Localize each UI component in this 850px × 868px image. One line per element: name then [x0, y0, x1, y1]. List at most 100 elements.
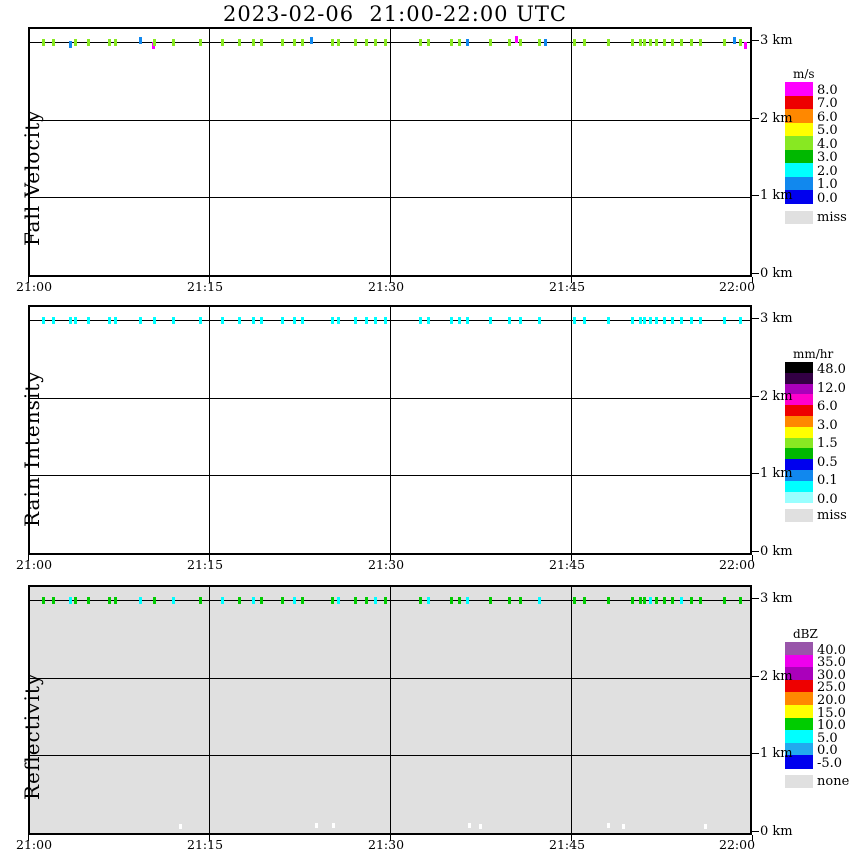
x-axis-tick-label: 21:00	[16, 837, 53, 852]
data-point	[489, 597, 492, 604]
data-point	[365, 317, 368, 324]
y-axis-tick-label: 3 km	[760, 311, 793, 326]
data-point	[331, 597, 334, 604]
data-point	[427, 39, 430, 46]
data-point-surface-clutter	[704, 824, 707, 829]
data-point	[199, 597, 202, 604]
y-tick-mark	[752, 753, 759, 754]
data-point	[310, 37, 313, 44]
data-point	[153, 39, 156, 46]
colorbar-band	[785, 136, 813, 151]
data-point	[519, 597, 522, 604]
data-point	[723, 39, 726, 46]
colorbar-tick-label: 40.0	[817, 643, 846, 658]
colorbar-missing-swatch	[785, 775, 813, 788]
data-point	[607, 317, 610, 324]
colorbar-band	[785, 692, 813, 706]
x-axis-tick-label: 21:15	[187, 837, 224, 852]
data-point	[639, 597, 642, 604]
data-point	[293, 317, 296, 324]
colorbar-band	[785, 405, 813, 417]
x-axis-tick-label: 22:00	[719, 279, 756, 294]
data-point	[538, 597, 541, 604]
panel-rain-intensity	[28, 305, 752, 555]
colorbar-tick-label: 48.0	[817, 362, 846, 377]
colorbar-missing-swatch	[785, 509, 813, 523]
x-tick-mark	[28, 277, 29, 283]
y-axis-tick-label: 1 km	[760, 746, 793, 761]
data-point	[680, 317, 683, 324]
colorbar-band	[785, 149, 813, 164]
gridline-vertical	[571, 29, 572, 275]
colorbar-band	[785, 705, 813, 719]
x-tick-mark	[390, 277, 391, 283]
colorbar-band	[785, 642, 813, 656]
data-point	[739, 317, 742, 324]
colorbar-band	[785, 755, 813, 769]
x-tick-mark	[571, 277, 572, 283]
data-point	[384, 597, 387, 604]
data-point	[489, 317, 492, 324]
colorbar-unit-label: mm/hr	[793, 347, 834, 361]
x-axis-tick-label: 22:00	[719, 557, 756, 572]
colorbar-missing-swatch	[785, 210, 813, 224]
colorbar-tick-label: 12.0	[817, 381, 846, 396]
data-point	[69, 597, 72, 604]
gridline-vertical	[390, 587, 391, 833]
data-point	[139, 317, 142, 324]
data-point	[87, 317, 90, 324]
colorbar-tick-label: 0.0	[817, 743, 838, 758]
data-point-surface-clutter	[179, 824, 182, 829]
colorbar-tick-label: 5.0	[817, 123, 838, 138]
data-point	[573, 597, 576, 604]
data-point	[739, 39, 742, 46]
y-tick-mark	[752, 396, 759, 397]
data-point	[114, 597, 117, 604]
data-point	[427, 317, 430, 324]
data-point	[337, 597, 340, 604]
data-point	[374, 597, 377, 604]
data-point-surface-clutter	[607, 823, 610, 828]
y-tick-mark	[752, 273, 759, 274]
x-axis-tick-label: 21:45	[549, 837, 586, 852]
data-point	[221, 39, 224, 46]
data-point	[733, 37, 736, 44]
colorbar-band	[785, 362, 813, 374]
data-point	[172, 597, 175, 604]
x-tick-mark	[28, 835, 29, 841]
data-point	[458, 317, 461, 324]
data-point	[458, 597, 461, 604]
colorbar-tick-label: 0.0	[817, 191, 838, 206]
data-point	[649, 597, 652, 604]
gridline-vertical	[390, 29, 391, 275]
data-point	[42, 39, 45, 46]
data-point	[419, 597, 422, 604]
colorbar-band	[785, 426, 813, 439]
x-axis-tick-label: 21:45	[549, 557, 586, 572]
x-axis-tick-label: 21:30	[368, 279, 405, 294]
data-point	[108, 39, 111, 46]
data-point	[419, 317, 422, 324]
y-axis-tick-label: 2 km	[760, 669, 793, 684]
data-point	[573, 39, 576, 46]
colorbar-tick-label: 7.0	[817, 96, 838, 111]
data-point	[649, 39, 652, 46]
data-point-surface-clutter	[315, 823, 318, 828]
data-point	[508, 317, 511, 324]
data-point	[643, 317, 646, 324]
colorbar-tick-label: 35.0	[817, 655, 846, 670]
data-point	[419, 39, 422, 46]
colorbar-unit-label: dBZ	[793, 627, 818, 641]
data-point	[450, 597, 453, 604]
data-point-surface-clutter	[479, 824, 482, 829]
x-axis-tick-label: 21:15	[187, 279, 224, 294]
y-axis-tick-label: 2 km	[760, 111, 793, 126]
x-tick-mark	[390, 835, 391, 841]
data-point	[631, 39, 634, 46]
gridline-vertical	[209, 307, 210, 553]
data-point	[74, 597, 77, 604]
data-point	[365, 597, 368, 604]
data-point	[690, 597, 693, 604]
colorbar-band	[785, 163, 813, 178]
colorbar-band	[785, 109, 813, 124]
